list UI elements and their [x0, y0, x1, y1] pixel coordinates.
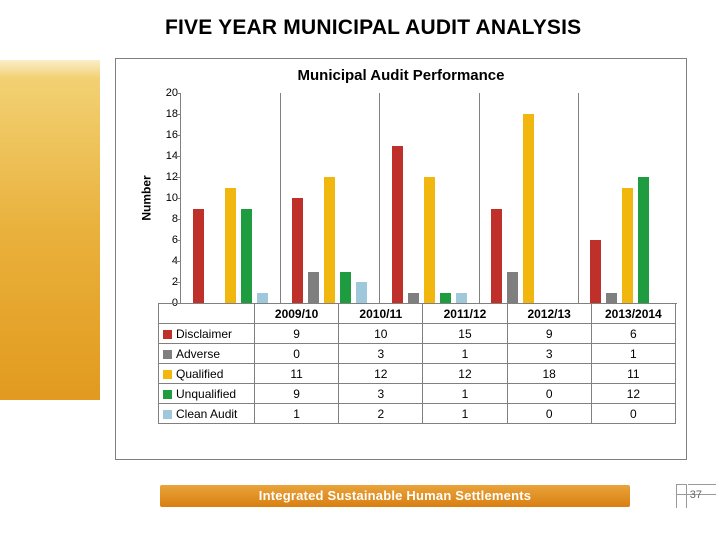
bar	[241, 209, 252, 304]
table-series-header: Adverse	[159, 344, 255, 364]
table-row: Unqualified931012	[159, 384, 676, 404]
bar	[392, 146, 403, 304]
bar	[491, 209, 502, 304]
table-cell: 0	[507, 384, 591, 404]
legend-swatch	[163, 350, 172, 359]
legend-swatch	[163, 410, 172, 419]
table-cell: 1	[591, 344, 675, 364]
bar	[523, 114, 534, 303]
table-row: Qualified1112121811	[159, 364, 676, 384]
table-category-header: 2010/11	[339, 304, 423, 324]
table-cell: 12	[423, 364, 507, 384]
table-cell: 12	[339, 364, 423, 384]
table-cell: 0	[591, 404, 675, 424]
y-tick-label: 10	[154, 192, 178, 204]
table-series-header: Unqualified	[159, 384, 255, 404]
table-cell: 9	[255, 384, 339, 404]
bar	[308, 272, 319, 304]
bar	[622, 188, 633, 304]
legend-swatch	[163, 390, 172, 399]
table-series-header: Clean Audit	[159, 404, 255, 424]
bar	[507, 272, 518, 304]
table-corner-cell	[159, 304, 255, 324]
band-top	[0, 0, 100, 60]
table-cell: 18	[507, 364, 591, 384]
y-tick-label: 6	[154, 234, 178, 246]
table-cell: 1	[255, 404, 339, 424]
table-cell: 1	[423, 344, 507, 364]
table-cell: 9	[255, 324, 339, 344]
table-cell: 1	[423, 404, 507, 424]
bar	[606, 293, 617, 304]
table-cell: 3	[507, 344, 591, 364]
y-tick-label: 8	[154, 213, 178, 225]
table-series-header: Qualified	[159, 364, 255, 384]
y-tick-label: 18	[154, 108, 178, 120]
table-cell: 1	[423, 384, 507, 404]
table-cell: 15	[423, 324, 507, 344]
table-cell: 11	[591, 364, 675, 384]
y-tick-label: 16	[154, 129, 178, 141]
bar	[257, 293, 268, 304]
table-category-header: 2011/12	[423, 304, 507, 324]
table-row: Adverse03131	[159, 344, 676, 364]
band-bottom	[0, 400, 100, 540]
table-cell: 11	[255, 364, 339, 384]
y-tick-label: 20	[154, 87, 178, 99]
category-separator	[578, 93, 579, 303]
footer-banner: Integrated Sustainable Human Settlements	[160, 485, 630, 507]
bar	[193, 209, 204, 304]
bar	[638, 177, 649, 303]
bar	[292, 198, 303, 303]
table-row: Disclaimer9101596	[159, 324, 676, 344]
bar	[408, 293, 419, 304]
chart-container: Municipal Audit Performance Number 02468…	[115, 58, 687, 460]
bar	[590, 240, 601, 303]
bar	[324, 177, 335, 303]
slide-page: FIVE YEAR MUNICIPAL AUDIT ANALYSIS Munic…	[0, 0, 720, 540]
chart-data-table: 2009/102010/112011/122012/132013/2014Dis…	[158, 303, 676, 424]
y-tick-label: 4	[154, 255, 178, 267]
table-category-header: 2012/13	[507, 304, 591, 324]
category-separator	[379, 93, 380, 303]
table-series-header: Disclaimer	[159, 324, 255, 344]
bar	[225, 188, 236, 304]
table-row: Clean Audit12100	[159, 404, 676, 424]
chart-plot-area	[180, 93, 677, 304]
y-tick-label: 12	[154, 171, 178, 183]
category-separator	[479, 93, 480, 303]
category-separator	[280, 93, 281, 303]
left-decorative-band	[0, 0, 100, 540]
table-cell: 10	[339, 324, 423, 344]
slide-title: FIVE YEAR MUNICIPAL AUDIT ANALYSIS	[165, 16, 581, 40]
bar	[440, 293, 451, 304]
page-number: 37	[690, 489, 702, 501]
table-cell: 6	[591, 324, 675, 344]
y-tick-label: 14	[154, 150, 178, 162]
band-middle	[0, 60, 100, 400]
legend-swatch	[163, 370, 172, 379]
bar	[340, 272, 351, 304]
table-cell: 3	[339, 384, 423, 404]
legend-swatch	[163, 330, 172, 339]
table-category-header: 2009/10	[255, 304, 339, 324]
table-cell: 2	[339, 404, 423, 424]
table-category-header: 2013/2014	[591, 304, 675, 324]
table-cell: 0	[507, 404, 591, 424]
plot-wrap: Number 02468101214161820	[158, 93, 676, 303]
bar	[456, 293, 467, 304]
band-shine	[0, 60, 100, 78]
bar	[424, 177, 435, 303]
table-cell: 9	[507, 324, 591, 344]
y-tick-label: 2	[154, 276, 178, 288]
bar	[356, 282, 367, 303]
y-axis-label: Number	[140, 175, 154, 220]
chart-title: Municipal Audit Performance	[116, 67, 686, 84]
table-cell: 3	[339, 344, 423, 364]
table-cell: 0	[255, 344, 339, 364]
table-cell: 12	[591, 384, 675, 404]
